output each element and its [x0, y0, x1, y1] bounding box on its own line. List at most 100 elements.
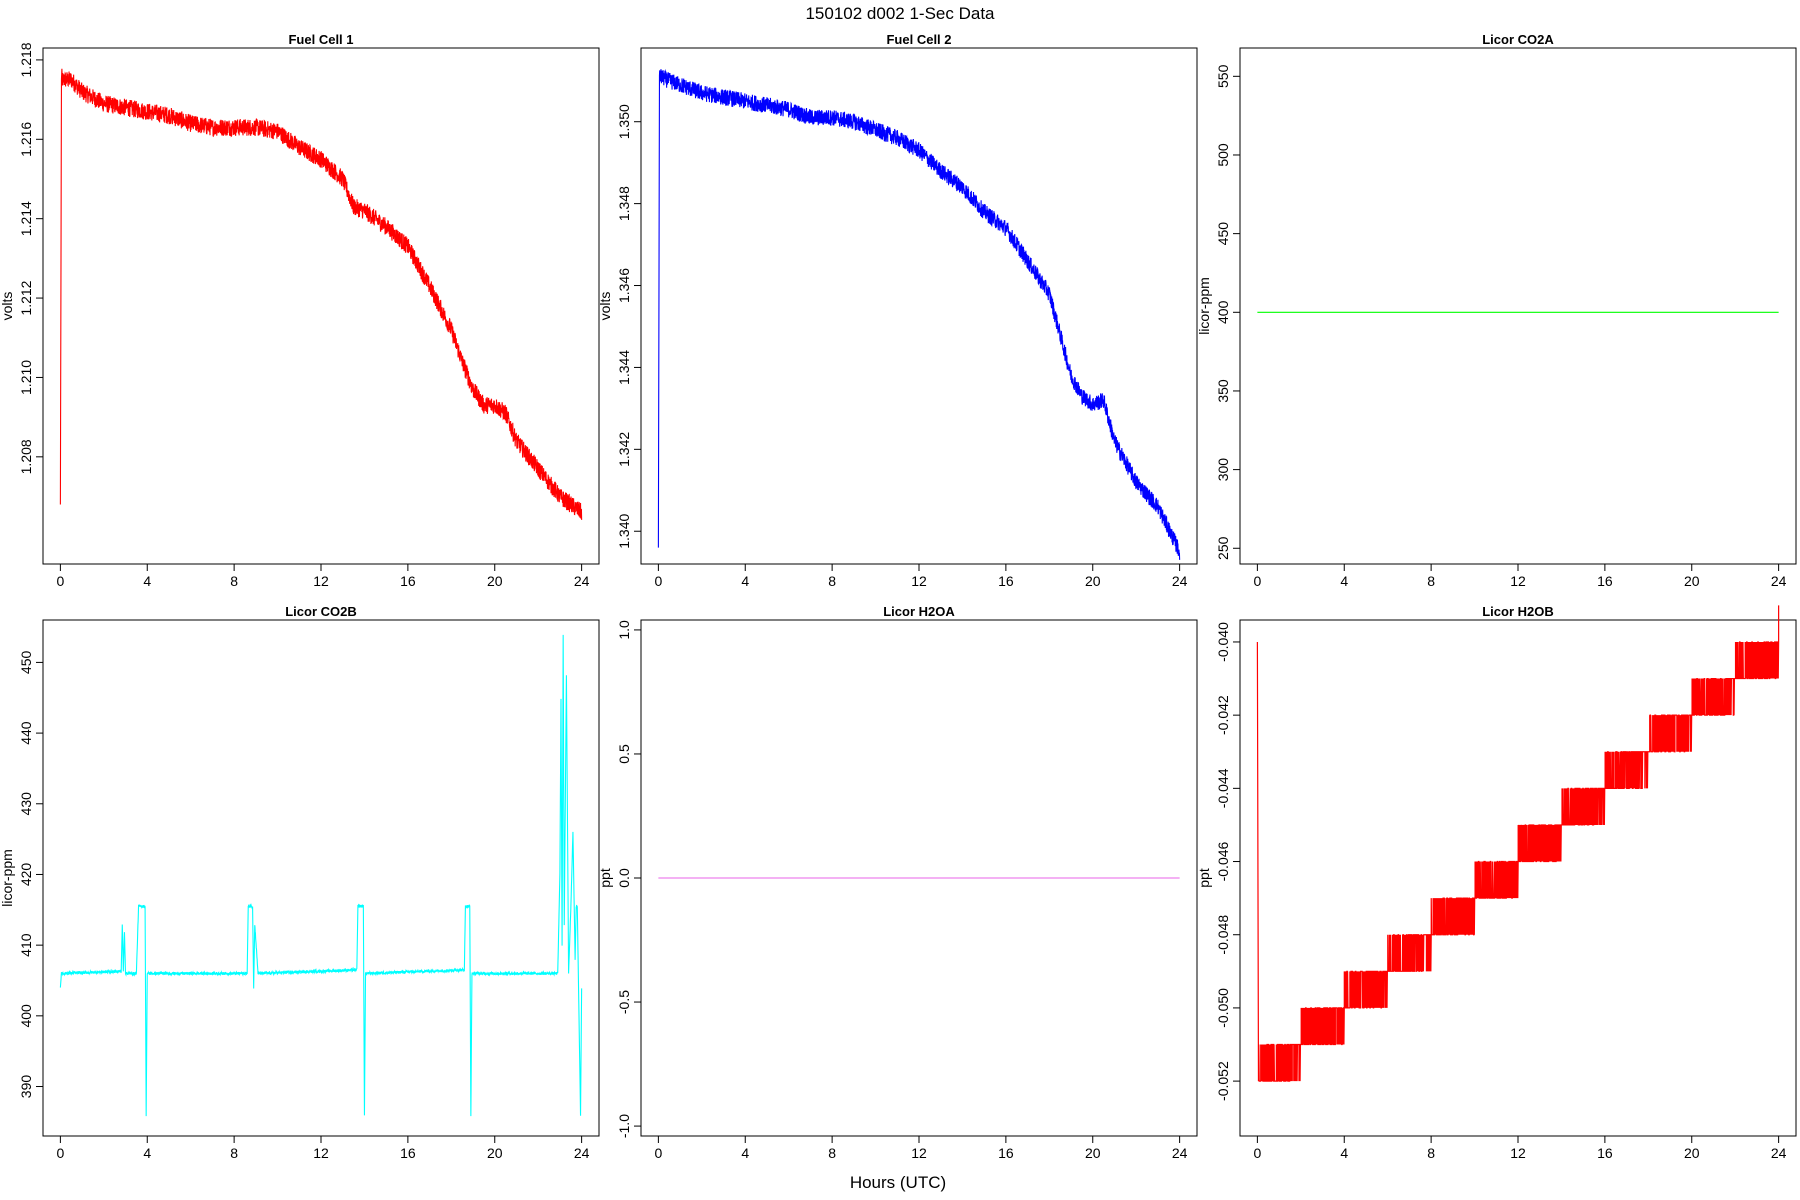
x-tick-label: 16 — [400, 573, 416, 589]
y-tick-label: 1.214 — [18, 201, 34, 236]
y-tick-label: -0.040 — [1215, 622, 1231, 662]
figure-x-label: Hours (UTC) — [850, 1173, 946, 1192]
panel-1: Fuel Cell 1 0 4 8 12 16 20 24 1.208 1.210 1.212 1.2… — [0, 32, 600, 589]
panel-title: Licor H2OA — [883, 604, 955, 619]
y-tick-label: 450 — [1215, 222, 1231, 246]
x-tick-label: 4 — [741, 573, 749, 589]
y-tick-label: -0.046 — [1215, 841, 1231, 881]
x-tick-label: 0 — [654, 573, 662, 589]
y-axis-label: ppt — [597, 868, 613, 888]
y-tick-label: -0.044 — [1215, 768, 1231, 808]
y-tick-label: 500 — [1215, 143, 1231, 167]
y-tick-label: 1.0 — [616, 620, 632, 640]
panel-title: Fuel Cell 2 — [886, 32, 951, 47]
panel-3: Licor CO2A 0 4 8 12 16 20 24 250 300 350 400 450 500 5… — [1196, 32, 1797, 589]
x-tick-label: 12 — [911, 573, 927, 589]
y-tick-label: 1.350 — [616, 104, 632, 139]
y-tick-label: 450 — [18, 651, 34, 675]
plot-frame — [42, 47, 600, 565]
y-tick-label: 400 — [1215, 300, 1231, 324]
x-tick-label: 0 — [1253, 1145, 1261, 1161]
x-tick-label: 0 — [56, 1145, 64, 1161]
y-tick-label: 1.210 — [18, 360, 34, 395]
y-tick-label: -0.042 — [1215, 695, 1231, 735]
x-tick-label: 8 — [230, 1145, 238, 1161]
x-tick-label: 8 — [230, 573, 238, 589]
x-tick-label: 4 — [1340, 1145, 1348, 1161]
x-tick-label: 12 — [1510, 573, 1526, 589]
panel-title: Licor CO2B — [285, 604, 357, 619]
y-tick-label: 1.208 — [18, 439, 34, 474]
y-axis-label: licor-ppm — [1196, 277, 1212, 335]
x-tick-label: 12 — [313, 573, 329, 589]
x-tick-label: 12 — [911, 1145, 927, 1161]
y-tick-label: 410 — [18, 933, 34, 957]
y-axis-label: volts — [0, 292, 15, 321]
y-tick-label: 420 — [18, 863, 34, 887]
series-line — [1256, 605, 1780, 1082]
y-tick-label: 1.348 — [616, 186, 632, 221]
panel-2: Fuel Cell 2 0 4 8 12 16 20 24 1.340 1.342 1.344 1.3… — [597, 32, 1198, 589]
plot-frame — [640, 47, 1198, 565]
series-line — [59, 68, 583, 520]
x-tick-label: 24 — [1172, 573, 1188, 589]
x-tick-label: 12 — [1510, 1145, 1526, 1161]
x-tick-label: 0 — [654, 1145, 662, 1161]
panel-title: Licor H2OB — [1482, 604, 1554, 619]
figure-title: 150102 d002 1-Sec Data — [805, 4, 995, 23]
x-tick-label: 4 — [143, 573, 151, 589]
x-tick-label: 16 — [1597, 573, 1613, 589]
y-tick-label: -0.052 — [1215, 1061, 1231, 1101]
x-tick-label: 20 — [1085, 573, 1101, 589]
plot-frame — [42, 619, 600, 1137]
panel-grid: Fuel Cell 1 0 4 8 12 16 20 24 1.208 1.210 1.212 1.2… — [0, 32, 1797, 1161]
y-tick-label: 1.344 — [616, 350, 632, 385]
y-tick-label: 0.0 — [616, 868, 632, 888]
panel-5: Licor H2OA 0 4 8 12 16 20 24 -1.0 -0.5 0.0 0.5 1.0 pp… — [597, 604, 1198, 1161]
x-tick-label: 4 — [741, 1145, 749, 1161]
panel-title: Licor CO2A — [1482, 32, 1554, 47]
y-tick-label: 1.346 — [616, 268, 632, 303]
x-tick-label: 24 — [1771, 573, 1787, 589]
x-tick-label: 24 — [1172, 1145, 1188, 1161]
y-axis-label: licor-ppm — [0, 849, 15, 907]
y-tick-label: -1.0 — [616, 1114, 632, 1138]
y-tick-label: 550 — [1215, 64, 1231, 88]
panel-4: Licor CO2B 0 4 8 12 16 20 24 390 400 410 420 430 440 4… — [0, 604, 600, 1161]
x-tick-label: 20 — [1085, 1145, 1101, 1161]
x-tick-label: 20 — [1684, 1145, 1700, 1161]
y-axis-label: ppt — [1196, 868, 1212, 888]
y-tick-label: 400 — [18, 1004, 34, 1028]
x-tick-label: 8 — [1427, 573, 1435, 589]
plot-frame — [1239, 47, 1797, 565]
x-tick-label: 20 — [487, 573, 503, 589]
y-tick-label: 1.216 — [18, 122, 34, 157]
y-tick-label: -0.050 — [1215, 988, 1231, 1028]
x-tick-label: 20 — [487, 1145, 503, 1161]
x-tick-label: 16 — [998, 1145, 1014, 1161]
x-tick-label: 24 — [574, 573, 590, 589]
series-line — [657, 68, 1181, 560]
x-tick-label: 24 — [1771, 1145, 1787, 1161]
y-tick-label: 1.218 — [18, 42, 34, 77]
y-tick-label: 1.342 — [616, 432, 632, 467]
y-tick-label: 350 — [1215, 379, 1231, 403]
y-tick-label: 440 — [18, 721, 34, 745]
y-tick-label: 390 — [18, 1075, 34, 1099]
y-tick-label: 430 — [18, 792, 34, 816]
panel-title: Fuel Cell 1 — [288, 32, 353, 47]
y-tick-label: 250 — [1215, 536, 1231, 560]
panel-6: Licor H2OB 0 4 8 12 16 20 24 -0.052 -0.050 -0.048 -… — [1196, 604, 1797, 1161]
x-tick-label: 8 — [1427, 1145, 1435, 1161]
series-line — [59, 634, 583, 1117]
x-tick-label: 16 — [998, 573, 1014, 589]
x-tick-label: 4 — [143, 1145, 151, 1161]
y-tick-label: 1.340 — [616, 514, 632, 549]
x-tick-label: 8 — [828, 1145, 836, 1161]
y-tick-label: -0.048 — [1215, 915, 1231, 955]
x-tick-label: 16 — [400, 1145, 416, 1161]
y-tick-label: -0.5 — [616, 990, 632, 1014]
x-tick-label: 0 — [56, 573, 64, 589]
x-tick-label: 8 — [828, 573, 836, 589]
